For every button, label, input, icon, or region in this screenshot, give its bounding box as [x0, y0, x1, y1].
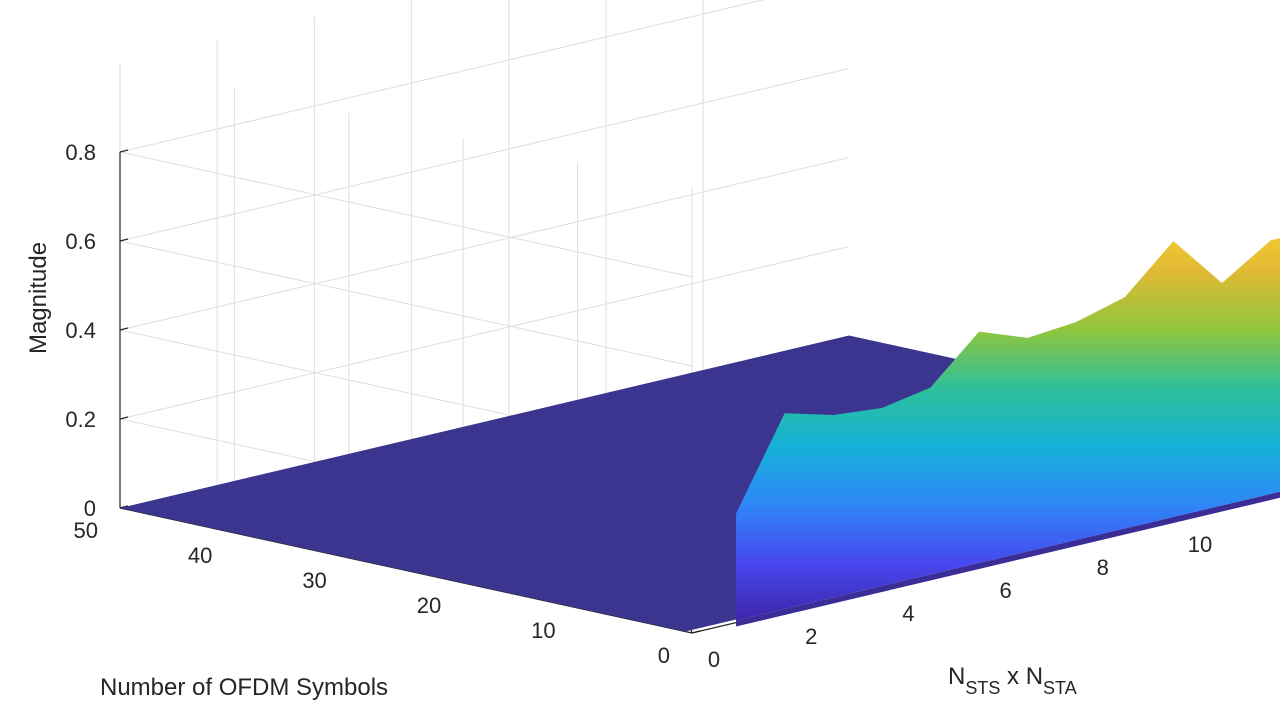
- grid-line: [119, 0, 765, 153]
- grid-line: [119, 157, 850, 331]
- z-tick-label: 0.6: [65, 229, 96, 254]
- z-tick-label: 0.2: [65, 407, 96, 432]
- surface-ridge: [736, 238, 1280, 627]
- x-tick-label: 6: [999, 578, 1011, 603]
- z-axis-label: Magnitude: [25, 242, 52, 354]
- y-tick-mark: [691, 630, 701, 634]
- z-tick-label: 0: [84, 496, 96, 521]
- x-axis-label-n1: N: [948, 663, 965, 690]
- z-tick-mark: [119, 327, 129, 331]
- x-tick-labels: 02468101: [708, 532, 1212, 672]
- y-axis-label: Number of OFDM Symbols: [100, 674, 388, 701]
- x-axis-label-sub2: STA: [1043, 678, 1077, 698]
- x-axis-label-mid: x: [1000, 663, 1025, 690]
- x-tick-label: 2: [805, 624, 817, 649]
- x-axis-label: NSTS x NSTA: [948, 663, 1077, 698]
- y-tick-label: 20: [417, 593, 441, 618]
- x-tick-label: 4: [902, 601, 914, 626]
- x-axis-label-n2: N: [1026, 663, 1043, 690]
- z-tick-mark: [119, 238, 129, 242]
- x-tick-label: 8: [1097, 555, 1109, 580]
- y-tick-label: 30: [302, 568, 326, 593]
- z-tick-labels: 0 0.2 0.4 0.6 0.8: [65, 140, 96, 521]
- z-tick-mark: [119, 149, 129, 153]
- surface-ridge-lip: [736, 491, 1280, 627]
- z-tick-label: 0.8: [65, 140, 96, 165]
- grid-line: [119, 240, 693, 367]
- x-tick-label: 10: [1188, 532, 1212, 557]
- surface-ridge-face: [736, 238, 1280, 621]
- grid-line: [119, 151, 693, 278]
- y-tick-labels: 0 10 20 30 40 50: [74, 518, 670, 668]
- x-axis-label-sub1: STS: [965, 678, 1000, 698]
- y-tick-label: 50: [74, 518, 98, 543]
- grid-line: [119, 68, 850, 242]
- z-tick-mark: [119, 416, 129, 420]
- y-tick-label: 0: [658, 643, 670, 668]
- z-tick-label: 0.4: [65, 318, 96, 343]
- x-tick-label: 0: [708, 647, 720, 672]
- y-tick-label: 10: [531, 618, 555, 643]
- y-tick-mark: [119, 505, 129, 509]
- grid-line: [119, 246, 850, 420]
- y-tick-label: 40: [188, 543, 212, 568]
